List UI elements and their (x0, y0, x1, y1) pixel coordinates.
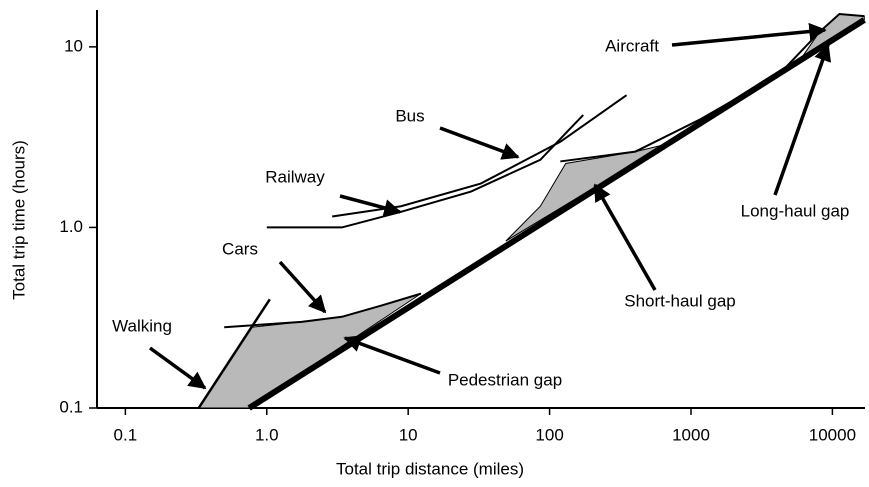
annotation: Long-haul gap (741, 201, 850, 220)
annotation-arrow (593, 183, 657, 291)
x-tick-label: 0.1 (114, 425, 138, 444)
series-line (224, 292, 422, 329)
gap-region (197, 293, 422, 409)
x-tick-label: 10000 (809, 425, 856, 444)
series-line (197, 298, 271, 409)
y-tick-label: 0.1 (59, 397, 83, 416)
x-tick-label: 1000 (672, 425, 710, 444)
series-label: Walking (112, 316, 172, 335)
label-arrow (148, 346, 207, 390)
x-axis-title: Total trip distance (miles) (336, 459, 524, 478)
x-tick-label: 1.0 (255, 425, 279, 444)
x-tick-label: 10 (399, 425, 418, 444)
annotation: Pedestrian gap (448, 370, 562, 389)
x-tick-label: 100 (535, 425, 563, 444)
series-label: Aircraft (605, 36, 659, 55)
y-tick-label: 1.0 (59, 217, 83, 236)
y-tick-label: 10 (64, 36, 83, 55)
label-arrow (439, 126, 520, 160)
annotation-arrow (343, 335, 441, 375)
label-arrow (278, 260, 327, 314)
series-line (266, 114, 584, 229)
y-axis-title: Total trip time (hours) (9, 140, 28, 300)
annotation: Short-haul gap (624, 291, 736, 310)
series-label: Railway (265, 167, 325, 186)
annotation-arrow (773, 43, 832, 196)
series-line (332, 94, 628, 218)
label-arrow (339, 194, 402, 217)
label-arrow (671, 22, 827, 47)
series-label: Bus (395, 106, 424, 125)
series-label: Cars (222, 239, 258, 258)
